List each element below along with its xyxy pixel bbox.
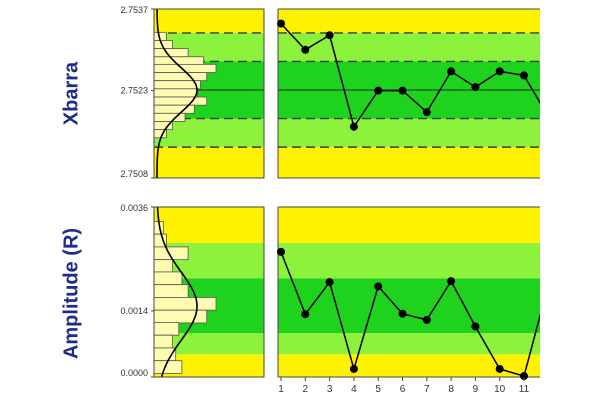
range-data-point xyxy=(495,364,504,373)
xbar-y-tick-label: 2.7523 xyxy=(120,86,148,96)
xbar-histogram-bar xyxy=(153,72,208,82)
range-main-band-outer xyxy=(278,207,540,243)
xbar-histogram-bar xyxy=(153,48,189,58)
x-tick-label: 11 xyxy=(519,384,530,395)
range-main-band-mid xyxy=(278,333,540,355)
xbar-panel: 2.7537 2.7523 2.7508 xyxy=(120,5,540,179)
range-data-point xyxy=(422,315,431,324)
range-series-line xyxy=(280,251,540,378)
range-histogram-bar xyxy=(153,334,174,349)
xbar-series-line xyxy=(280,23,540,129)
x-tick-label: 1 xyxy=(278,384,284,395)
range-main-band-mid xyxy=(278,242,540,279)
x-tick-label: 8 xyxy=(448,384,454,395)
range-data-point xyxy=(398,309,407,318)
range-data-point xyxy=(277,247,285,256)
xbar-data-point xyxy=(471,83,480,92)
range-data-point xyxy=(349,364,358,373)
range-data-point xyxy=(471,322,480,331)
xbar-data-point xyxy=(374,86,383,95)
range-histogram-bar xyxy=(153,284,189,298)
range-data-point xyxy=(301,310,310,319)
xbar-main-band-outer xyxy=(278,147,540,178)
range-hist-band-mid xyxy=(154,333,264,355)
xbar-main-band-outer xyxy=(278,9,540,33)
range-histogram-frame xyxy=(153,206,265,378)
xbar-data-point xyxy=(301,45,310,54)
xbar-distribution-curve xyxy=(156,8,198,178)
xbar-histogram-bar xyxy=(153,88,198,98)
range-histogram-bar xyxy=(153,309,208,324)
xbar-histogram-bar xyxy=(153,56,204,66)
xbar-data-point xyxy=(495,67,504,76)
range-data-point xyxy=(520,372,528,381)
xbar-histogram-bar xyxy=(153,112,186,122)
range-data-point xyxy=(447,277,456,286)
xbar-histogram-frame xyxy=(153,8,265,179)
x-tick-label: 5 xyxy=(375,384,381,395)
range-hist-band-outer xyxy=(154,207,264,243)
x-tick-label: 2 xyxy=(303,384,309,395)
range-y-tick-label: 0.0000 xyxy=(120,368,148,378)
xbar-hist-band-outer xyxy=(154,147,264,178)
x-tick-label: 9 xyxy=(473,384,479,395)
xbar-data-point xyxy=(422,108,431,117)
xbar-histogram-bar xyxy=(153,96,208,106)
range-histogram-bar xyxy=(153,259,174,273)
range-histogram-bar xyxy=(153,271,183,286)
xbar-hist-band-outer xyxy=(154,9,264,33)
x-tick-label: 3 xyxy=(327,384,333,395)
xbar-main-band-mid xyxy=(278,32,540,62)
range-distribution-curve xyxy=(156,207,198,378)
xbar-data-point xyxy=(447,67,456,76)
xbar-data-point xyxy=(349,122,358,131)
xbar-data-point xyxy=(520,71,528,80)
range-data-point xyxy=(374,282,383,291)
range-histogram-bar xyxy=(153,322,180,336)
xbar-data-point xyxy=(325,31,334,40)
x-tick-label: 6 xyxy=(400,384,406,395)
xbar-y-tick-label: 2.7537 xyxy=(120,5,148,15)
x-tick-label: 10 xyxy=(494,384,506,395)
range-y-tick-label: 0.0036 xyxy=(120,203,148,213)
range-histogram-bar xyxy=(153,297,217,311)
range-data-point xyxy=(325,278,334,287)
range-main-band-inner xyxy=(278,278,540,334)
range-main-band-outer xyxy=(278,354,540,377)
xbar-data-point xyxy=(277,19,285,28)
xbar-main-band-mid xyxy=(278,118,540,148)
xbar-y-tick-label: 2.7508 xyxy=(120,169,148,179)
xbar-data-point xyxy=(398,86,407,95)
x-tick-label: 7 xyxy=(424,384,430,395)
range-y-tick-label: 0.0014 xyxy=(120,306,148,316)
x-tick-label: 4 xyxy=(351,384,357,395)
range-panel: 0.0036 0.0014 0.0000 1 2 3 4 5 6 7 8 9 10 11 xyxy=(120,203,540,395)
